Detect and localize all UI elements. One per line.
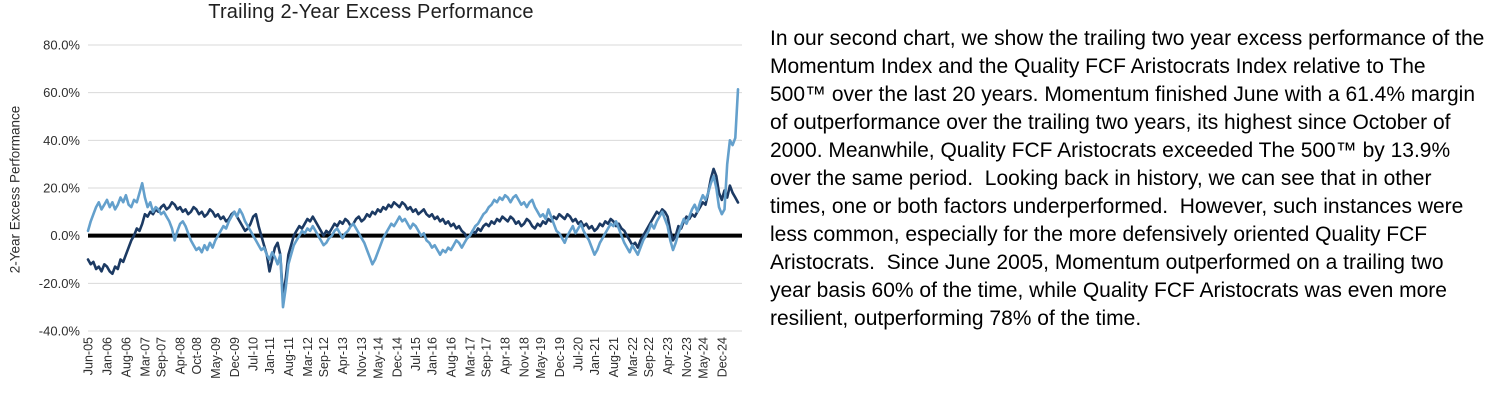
- chart-title: Trailing 2-Year Excess Performance: [208, 1, 534, 23]
- x-tick-label: Jan-16: [425, 337, 439, 375]
- commentary-text: In our second chart, we show the trailin…: [770, 27, 1491, 330]
- x-tick-label: Jan-06: [100, 337, 114, 375]
- x-tick-label: Dec-14: [390, 337, 404, 377]
- x-tick-label: Jul-15: [409, 337, 423, 371]
- x-tick-label: Aug-21: [607, 337, 621, 377]
- x-tick-label: Nov-18: [518, 337, 532, 377]
- x-tick-label: Apr-13: [336, 337, 350, 375]
- x-tick-label: Aug-11: [282, 337, 296, 376]
- x-tick-label: Apr-18: [499, 337, 513, 375]
- y-tick-label: 0.0%: [50, 228, 80, 243]
- x-tick-label: Mar-07: [138, 337, 152, 377]
- y-tick-label: 80.0%: [43, 38, 80, 53]
- x-tick-label: Dec-09: [228, 337, 242, 377]
- x-tick-label: Aug-06: [119, 337, 133, 377]
- x-tick-label: Nov-13: [355, 337, 369, 377]
- series-line-quality-fcf-aristocrats-index: [86, 167, 740, 299]
- x-tick-label: Apr-08: [174, 337, 188, 375]
- x-tick-label: Sep-17: [480, 337, 494, 377]
- y-tick-label: 40.0%: [43, 133, 80, 148]
- commentary-panel: In our second chart, we show the trailin…: [760, 0, 1497, 403]
- x-tick-label: Apr-23: [661, 337, 675, 375]
- excess-performance-chart: Trailing 2-Year Excess Performance 2-Yea…: [8, 1, 742, 379]
- x-tick-label: Oct-08: [190, 337, 204, 375]
- x-tick-label: Sep-07: [155, 337, 169, 377]
- x-tick-label: Mar-17: [463, 337, 477, 377]
- x-tick-label: Sep-22: [642, 337, 656, 377]
- x-tick-label: Dec-19: [553, 337, 567, 377]
- x-tick-label: Aug-16: [444, 337, 458, 377]
- y-tick-label: -20.0%: [39, 276, 81, 291]
- x-tick-label: May-24: [696, 337, 710, 379]
- x-tick-label: Nov-23: [680, 337, 694, 377]
- x-tick-label: Jul-20: [572, 337, 586, 371]
- y-tick-label: 60.0%: [43, 85, 80, 100]
- x-tick-label: Sep-12: [317, 337, 331, 377]
- x-tick-label: Jul-10: [247, 337, 261, 371]
- y-tick-label: -40.0%: [39, 324, 81, 339]
- x-tick-label: May-14: [371, 337, 385, 379]
- x-tick-label: Jun-05: [82, 337, 96, 375]
- plot-svg: 80.0% 60.0% 40.0% 20.0% 0.0% -20.0% -40.0%Jun-…: [39, 38, 742, 379]
- y-tick-label: 20.0%: [43, 181, 80, 196]
- x-tick-label: Jan-21: [588, 337, 602, 375]
- x-tick-label: May-19: [534, 337, 548, 379]
- x-tick-label: Jan-11: [263, 337, 277, 374]
- x-tick-label: Mar-12: [301, 337, 315, 377]
- x-tick-label: Dec-24: [715, 337, 729, 377]
- x-tick-label: May-09: [209, 337, 223, 379]
- series-line-momentum-index: [86, 88, 740, 309]
- x-tick-label: Mar-22: [626, 337, 640, 377]
